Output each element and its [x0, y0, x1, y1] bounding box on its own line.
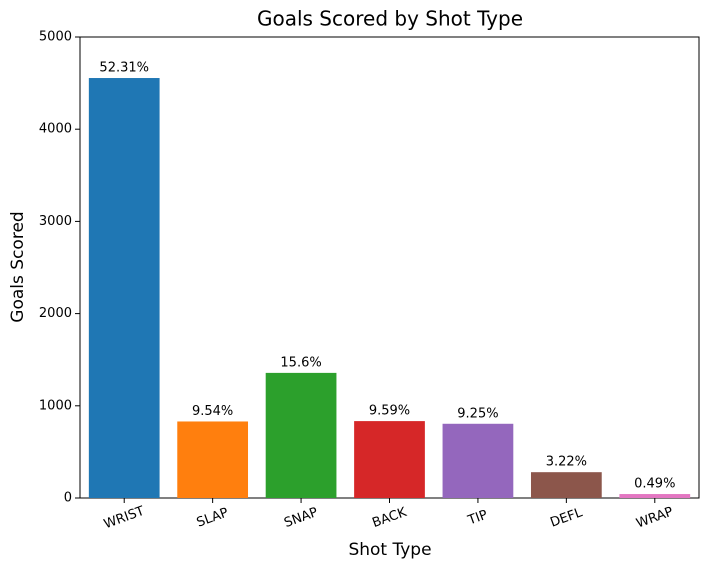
bar: [354, 421, 425, 498]
bar-annotation: 52.31%: [99, 61, 149, 76]
bar: [177, 421, 249, 498]
x-tick-label: SNAP: [282, 505, 320, 531]
bar-annotation: 0.49%: [634, 477, 675, 492]
bar-annotation: 15.6%: [280, 355, 321, 370]
bar-annotation: 9.25%: [457, 406, 498, 421]
x-tick-label: SLAP: [195, 505, 231, 530]
x-tick-label: DEFL: [548, 505, 585, 531]
bar: [530, 472, 602, 498]
bar: [88, 78, 160, 499]
y-tick-label: 3000: [39, 214, 72, 229]
y-tick-label: 4000: [39, 122, 72, 137]
bar: [442, 423, 514, 498]
bar-annotation: 9.59%: [369, 404, 410, 419]
y-axis-label: Goals Scored: [8, 211, 28, 322]
x-tick-label: WRIST: [102, 504, 147, 532]
y-tick-label: 5000: [39, 30, 72, 45]
bar: [619, 494, 691, 498]
x-tick-label: BACK: [370, 505, 409, 531]
y-tick-label: 2000: [39, 306, 72, 321]
y-tick-label: 1000: [39, 398, 72, 413]
bar: [265, 372, 337, 498]
bar-annotation: 9.54%: [192, 404, 233, 419]
chart-title: Goals Scored by Shot Type: [257, 7, 523, 31]
x-axis-label: Shot Type: [348, 540, 431, 560]
x-tick-label: WRAP: [634, 504, 675, 531]
x-tick-label: TIP: [465, 508, 490, 529]
y-tick-label: 0: [64, 491, 72, 506]
bar-annotation: 3.22%: [546, 455, 587, 470]
